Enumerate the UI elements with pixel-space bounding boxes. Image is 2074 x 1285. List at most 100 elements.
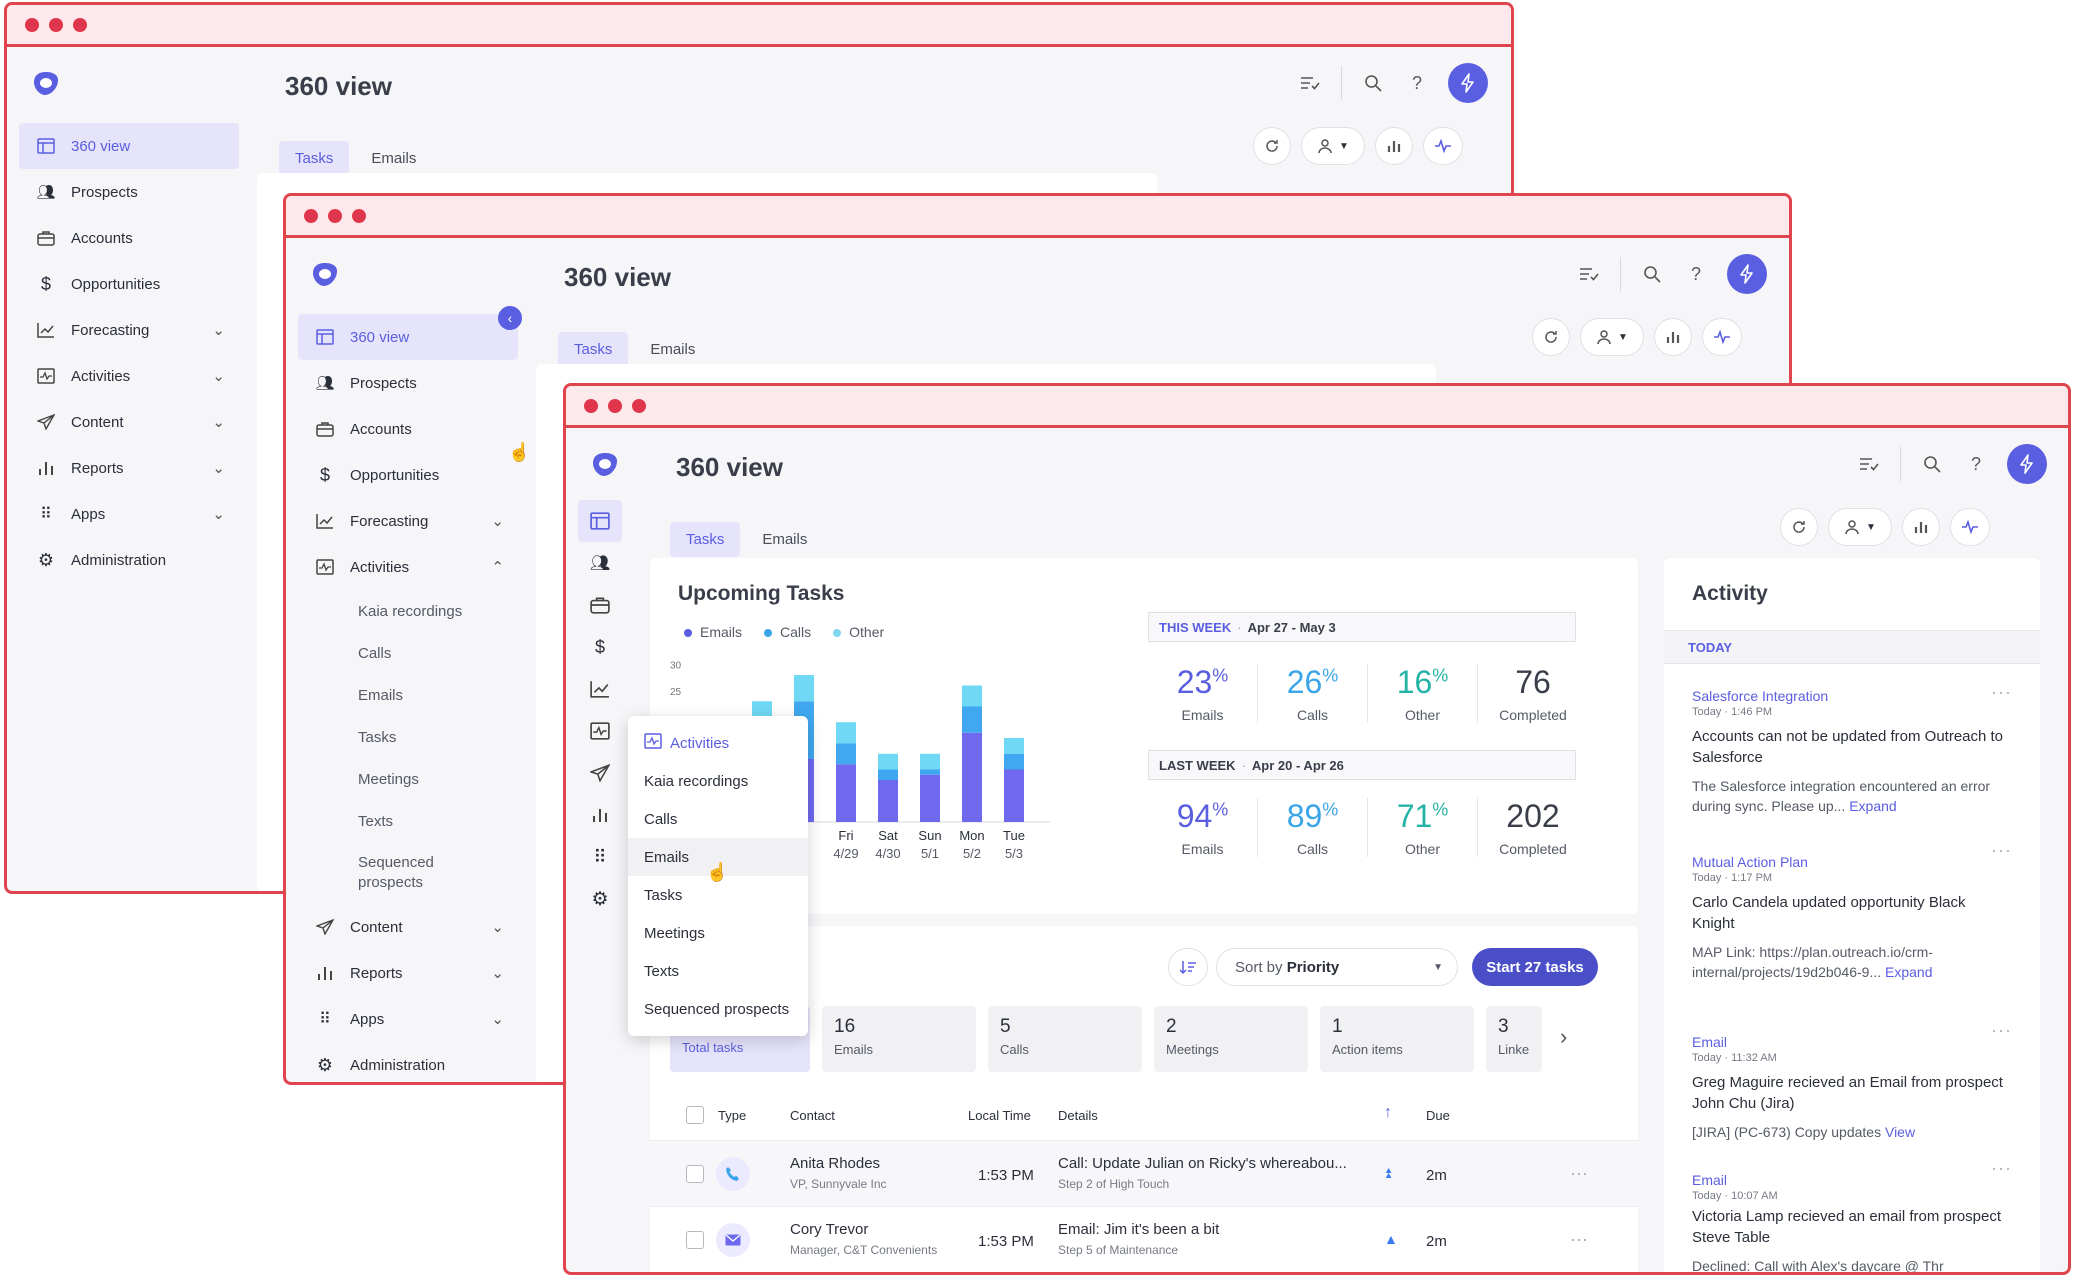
tab-emails[interactable]: Emails <box>650 341 696 358</box>
bar-chart-button[interactable] <box>1654 318 1692 356</box>
sidebar-item-360-view[interactable]: 360 view <box>19 123 239 169</box>
tab-emails[interactable]: Emails <box>371 150 417 167</box>
sidebar-item-content[interactable]: Content ⌄ <box>298 904 518 950</box>
search-icon[interactable] <box>1639 261 1665 287</box>
contact-name[interactable]: Cory Trevor <box>790 1221 869 1238</box>
chevron-down-icon[interactable]: ⌄ <box>491 919 504 936</box>
flyout-item-emails[interactable]: Emails <box>628 838 808 876</box>
help-icon[interactable]: ? <box>1970 453 1981 474</box>
help-icon[interactable]: ? <box>1411 72 1422 93</box>
collapse-sidebar-button[interactable]: ‹ <box>498 306 522 330</box>
bolt-button[interactable] <box>1727 254 1767 294</box>
chevron-down-icon[interactable]: ⌄ <box>212 368 225 385</box>
activity-item[interactable]: Mutual Action Plan Today · 1:17 PM Carlo… <box>1692 854 2010 982</box>
bar-chart-button[interactable] <box>1375 127 1413 165</box>
rail-opportunities[interactable]: $ <box>594 636 605 657</box>
rail-accounts[interactable] <box>578 584 622 626</box>
tab-tasks[interactable]: Tasks <box>670 522 741 557</box>
help-icon[interactable]: ? <box>1690 263 1701 284</box>
rail-content[interactable] <box>578 752 622 794</box>
more-options-icon[interactable]: ··· <box>1991 682 2012 702</box>
activity-source[interactable]: Email <box>1692 1034 1728 1050</box>
sidebar-item-apps[interactable]: ⠿ Apps ⌄ <box>19 491 239 537</box>
pulse-button[interactable] <box>1423 127 1463 165</box>
outreach-logo-icon[interactable] <box>31 69 61 99</box>
chevron-down-icon[interactable]: ⌄ <box>212 460 225 477</box>
rail-forecasting[interactable] <box>578 668 622 710</box>
rail-administration[interactable]: ⚙ <box>591 888 609 910</box>
refresh-button[interactable] <box>1780 508 1818 546</box>
sidebar-item-accounts[interactable]: Accounts <box>298 406 518 452</box>
maximize-dot[interactable] <box>352 208 366 223</box>
chevron-down-icon[interactable]: ⌄ <box>491 1011 504 1028</box>
flyout-item-tasks[interactable]: Tasks <box>644 886 683 904</box>
segment-linked[interactable]: 3 Linke <box>1486 1006 1542 1072</box>
row-checkbox[interactable] <box>686 1231 704 1249</box>
task-list-icon[interactable] <box>1856 451 1882 477</box>
expand-link[interactable]: Expand <box>1849 798 1897 814</box>
refresh-button[interactable] <box>1253 127 1291 165</box>
flyout-item-sequenced-prospects[interactable]: Sequenced prospects <box>644 1000 790 1018</box>
close-dot[interactable] <box>304 208 318 223</box>
sidebar-item-accounts[interactable]: Accounts <box>19 215 239 261</box>
sidebar-subitem-kaia-recordings[interactable]: Kaia recordings <box>358 602 463 620</box>
refresh-button[interactable] <box>1532 318 1570 356</box>
chevron-down-icon[interactable]: ⌄ <box>491 513 504 530</box>
more-options-icon[interactable]: ··· <box>1570 1163 1588 1183</box>
tab-tasks[interactable]: Tasks <box>279 141 350 176</box>
select-all-checkbox[interactable] <box>686 1106 704 1124</box>
rail-reports[interactable] <box>578 794 622 836</box>
activity-source[interactable]: Salesforce Integration <box>1692 688 1829 704</box>
bar-chart-button[interactable] <box>1902 508 1940 546</box>
sidebar-item-360-view[interactable]: 360 view <box>298 314 518 360</box>
rail-apps[interactable]: ⠿ <box>593 846 607 867</box>
table-row[interactable]: Anita Rhodes VP, Sunnyvale Inc 1:53 PM C… <box>650 1140 1638 1206</box>
segment-emails[interactable]: 16 Emails <box>822 1006 976 1072</box>
bolt-button[interactable] <box>2007 444 2047 484</box>
minimize-dot[interactable] <box>49 17 63 32</box>
close-dot[interactable] <box>584 398 598 413</box>
sidebar-subitem-meetings[interactable]: Meetings <box>358 770 419 788</box>
more-options-icon[interactable]: ··· <box>1991 840 2012 860</box>
segment-meetings[interactable]: 2 Meetings <box>1154 1006 1308 1072</box>
flyout-title[interactable]: Activities <box>628 724 808 762</box>
sidebar-item-forecasting[interactable]: Forecasting ⌄ <box>298 498 518 544</box>
minimize-dot[interactable] <box>608 398 622 413</box>
segment-calls[interactable]: 5 Calls <box>988 1006 1142 1072</box>
sidebar-subitem-calls[interactable]: Calls <box>358 644 392 662</box>
more-options-icon[interactable]: ··· <box>1991 1158 2012 1178</box>
user-filter-button[interactable]: ▼ <box>1828 508 1892 546</box>
sidebar-item-activities[interactable]: Activities ⌄ <box>19 353 239 399</box>
view-link[interactable]: View <box>1884 1124 1916 1140</box>
segment-action-items[interactable]: 1 Action items <box>1320 1006 1474 1072</box>
sidebar-item-reports[interactable]: Reports ⌄ <box>19 445 239 491</box>
more-options-icon[interactable]: ··· <box>1570 1229 1588 1249</box>
chevron-up-icon[interactable]: ⌃ <box>491 559 504 576</box>
activity-item[interactable]: Salesforce Integration Today · 1:46 PM A… <box>1692 688 2010 816</box>
user-filter-button[interactable]: ▼ <box>1580 318 1644 356</box>
flyout-item-kaia-recordings[interactable]: Kaia recordings <box>644 772 749 790</box>
chevron-down-icon[interactable]: ⌄ <box>491 965 504 982</box>
more-options-icon[interactable]: ··· <box>1991 1020 2012 1040</box>
sidebar-item-opportunities[interactable]: $ Opportunities <box>298 452 518 498</box>
row-checkbox[interactable] <box>686 1165 704 1183</box>
tab-tasks[interactable]: Tasks <box>558 332 629 367</box>
sort-dropdown[interactable]: Sort by Priority ▼ <box>1216 948 1458 986</box>
chevron-right-icon[interactable]: › <box>1560 1024 1568 1049</box>
minimize-dot[interactable] <box>328 208 342 223</box>
activity-item[interactable]: Email Today · 11:32 AM Greg Maguire reci… <box>1692 1034 2010 1142</box>
sidebar-item-opportunities[interactable]: $ Opportunities <box>19 261 239 307</box>
flyout-item-calls[interactable]: Calls <box>644 810 678 828</box>
sidebar-item-prospects[interactable]: 👥︎ Prospects <box>298 360 518 406</box>
sidebar-subitem-emails[interactable]: Emails <box>358 686 404 704</box>
task-list-icon[interactable] <box>1576 261 1602 287</box>
rail-activities[interactable] <box>578 710 622 752</box>
activity-source[interactable]: Mutual Action Plan <box>1692 854 1808 870</box>
activity-source[interactable]: Email <box>1692 1172 1728 1188</box>
header-details[interactable]: Details <box>1058 1108 1098 1123</box>
outreach-logo-icon[interactable] <box>590 450 620 480</box>
expand-link[interactable]: Expand <box>1885 964 1933 980</box>
sidebar-subitem-texts[interactable]: Texts <box>358 812 394 830</box>
table-row[interactable]: Cory Trevor Manager, C&T Convenients 1:5… <box>650 1206 1638 1272</box>
sidebar-item-content[interactable]: Content ⌄ <box>19 399 239 445</box>
